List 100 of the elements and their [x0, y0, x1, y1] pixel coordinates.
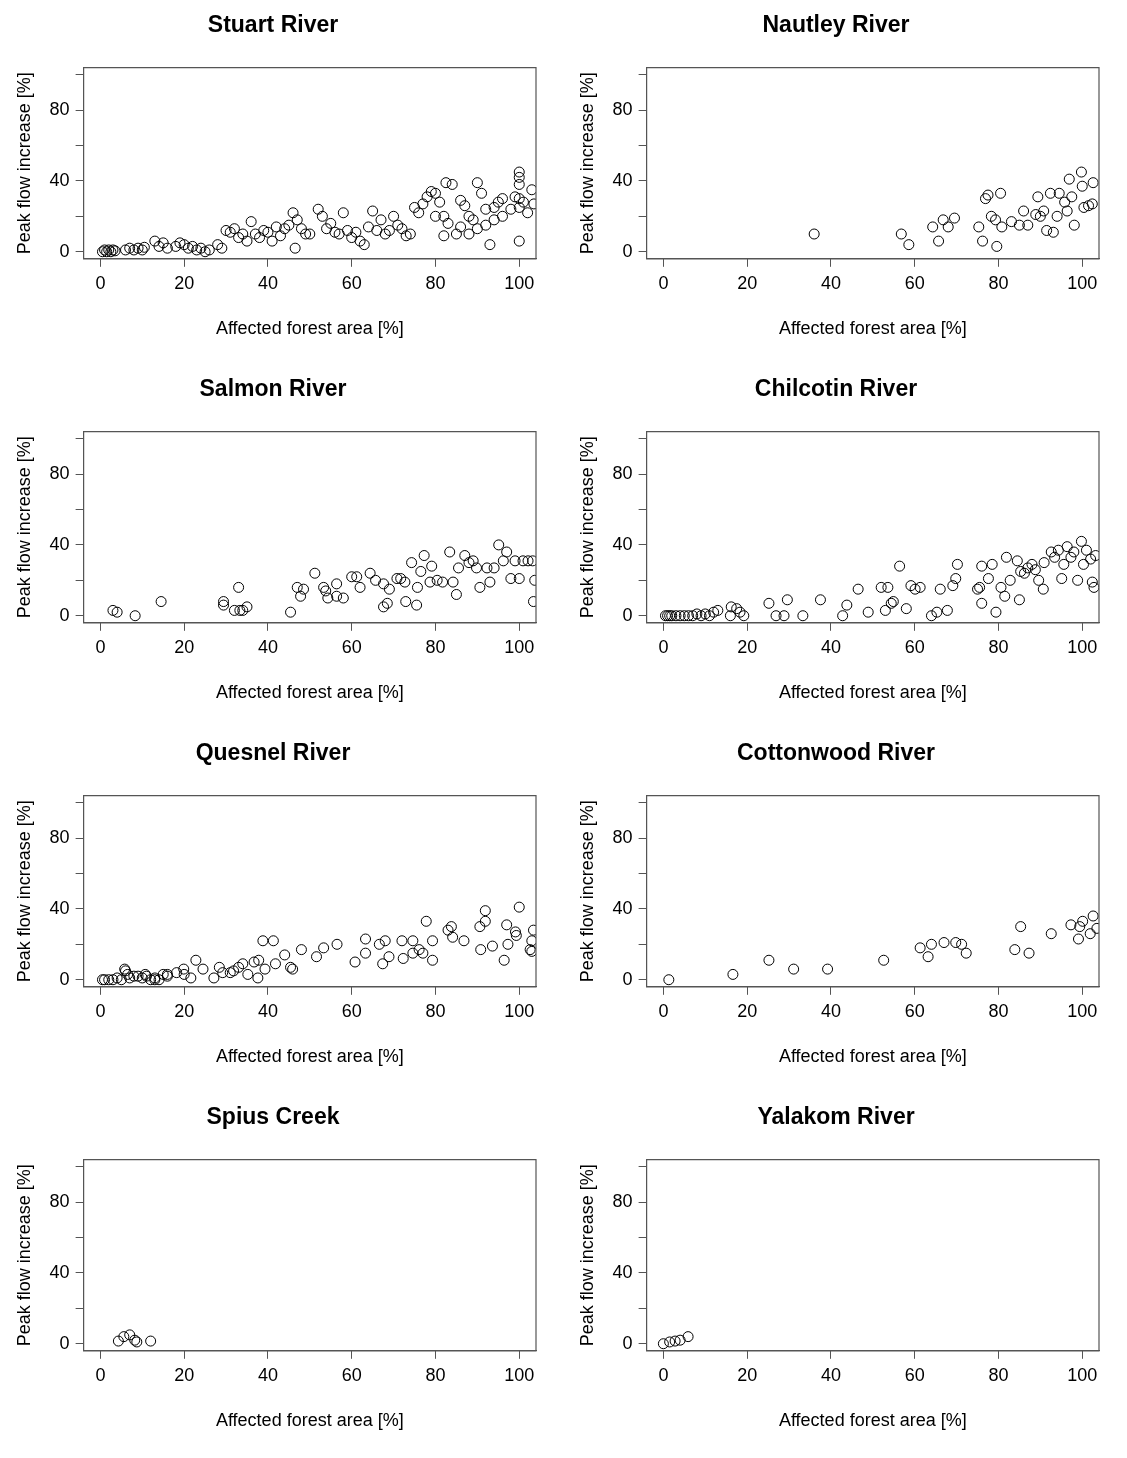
x-tick-label: 0 — [95, 1364, 106, 1385]
y-axis-title: Peak flow increase [%] — [576, 72, 597, 255]
x-tick-label: 0 — [95, 272, 106, 293]
y-tick-label: 80 — [49, 463, 70, 484]
point — [982, 189, 994, 201]
x-tick-label: 0 — [658, 1364, 669, 1385]
point — [674, 1334, 686, 1346]
point — [925, 938, 937, 950]
x-axis-title: Affected forest area [%] — [778, 318, 967, 339]
point — [1018, 205, 1030, 217]
point — [1059, 196, 1071, 208]
x-tick-label: 60 — [904, 1364, 925, 1385]
point — [1047, 226, 1059, 238]
x-tick-label: 40 — [820, 1000, 841, 1021]
point — [1023, 947, 1035, 959]
y-tick-label: 40 — [612, 1261, 633, 1282]
x-tick-label: 60 — [904, 636, 925, 657]
point — [895, 228, 907, 240]
x-tick-label: 80 — [988, 636, 1009, 657]
point — [808, 228, 820, 240]
x-tick-label: 20 — [737, 272, 758, 293]
x-tick-label: 20 — [174, 272, 195, 293]
x-tick-label: 60 — [341, 1000, 362, 1021]
point — [1041, 224, 1053, 236]
point — [1075, 166, 1087, 178]
x-tick-label: 60 — [341, 272, 362, 293]
point — [663, 974, 675, 986]
point — [682, 1331, 694, 1343]
x-tick-label: 80 — [425, 1000, 446, 1021]
point — [657, 1338, 669, 1350]
point — [977, 235, 989, 247]
y-tick-label: 80 — [612, 827, 633, 848]
x-axis-title: Affected forest area [%] — [215, 682, 404, 703]
chart-title: Yalakom River — [757, 1103, 915, 1130]
x-tick-label: 40 — [257, 272, 278, 293]
x-tick-label: 0 — [95, 636, 106, 657]
x-tick-label: 60 — [341, 1364, 362, 1385]
chart-title: Cottonwood River — [736, 739, 936, 766]
x-axis-title: Affected forest area [%] — [778, 682, 967, 703]
point — [903, 239, 915, 251]
chart-title: Quesnel River — [195, 739, 351, 766]
y-axis-title: Peak flow increase [%] — [13, 436, 34, 619]
y-tick-label: 0 — [622, 1332, 633, 1353]
point — [878, 954, 890, 966]
point — [1068, 219, 1080, 231]
point — [950, 937, 962, 949]
x-tick-label: 40 — [820, 636, 841, 657]
y-tick-label: 40 — [612, 897, 633, 918]
x-tick-label: 40 — [820, 1364, 841, 1385]
y-tick-label: 80 — [49, 1191, 70, 1212]
point — [985, 210, 997, 222]
x-tick-label: 0 — [658, 272, 669, 293]
point — [1045, 928, 1057, 940]
y-axis-title: Peak flow increase [%] — [13, 1164, 34, 1347]
x-axis-title: Affected forest area [%] — [778, 1410, 967, 1431]
point — [664, 1336, 676, 1348]
chart-title: Spius Creek — [206, 1103, 340, 1130]
y-tick-label: 40 — [49, 169, 70, 190]
x-tick-label: 40 — [820, 272, 841, 293]
point — [973, 221, 985, 233]
x-tick-label: 20 — [174, 636, 195, 657]
point — [1063, 173, 1075, 185]
point — [1034, 210, 1046, 222]
x-tick-label: 100 — [504, 1364, 535, 1385]
y-tick-label: 80 — [49, 827, 70, 848]
point — [822, 963, 834, 975]
x-tick-label: 100 — [1067, 1000, 1098, 1021]
point — [995, 187, 1007, 199]
x-tick-label: 20 — [737, 1000, 758, 1021]
x-tick-label: 80 — [988, 1000, 1009, 1021]
x-tick-label: 100 — [1067, 272, 1098, 293]
point — [1077, 915, 1089, 927]
point — [1084, 928, 1096, 940]
point — [979, 193, 991, 205]
x-tick-label: 80 — [425, 1364, 446, 1385]
y-tick-label: 40 — [612, 169, 633, 190]
y-tick-label: 40 — [49, 1261, 70, 1282]
chart-title: Chilcotin River — [754, 375, 918, 402]
x-axis-title: Affected forest area [%] — [215, 318, 404, 339]
y-tick-label: 80 — [49, 99, 70, 120]
y-axis-title: Peak flow increase [%] — [576, 800, 597, 983]
point — [927, 221, 939, 233]
y-tick-label: 0 — [622, 604, 633, 625]
chart-title: Stuart River — [207, 11, 339, 38]
x-tick-label: 20 — [174, 1000, 195, 1021]
point — [1009, 944, 1021, 956]
point — [1044, 187, 1056, 199]
x-tick-label: 40 — [257, 636, 278, 657]
point — [956, 938, 968, 950]
point — [937, 214, 949, 226]
y-axis-title: Peak flow increase [%] — [576, 1164, 597, 1347]
y-tick-label: 0 — [59, 1332, 70, 1353]
y-tick-label: 0 — [622, 240, 633, 261]
y-tick-label: 80 — [612, 463, 633, 484]
point — [1065, 919, 1077, 931]
x-tick-label: 20 — [174, 1364, 195, 1385]
point — [1078, 201, 1090, 213]
point — [938, 937, 950, 949]
point — [1074, 921, 1086, 933]
point — [1051, 210, 1063, 222]
